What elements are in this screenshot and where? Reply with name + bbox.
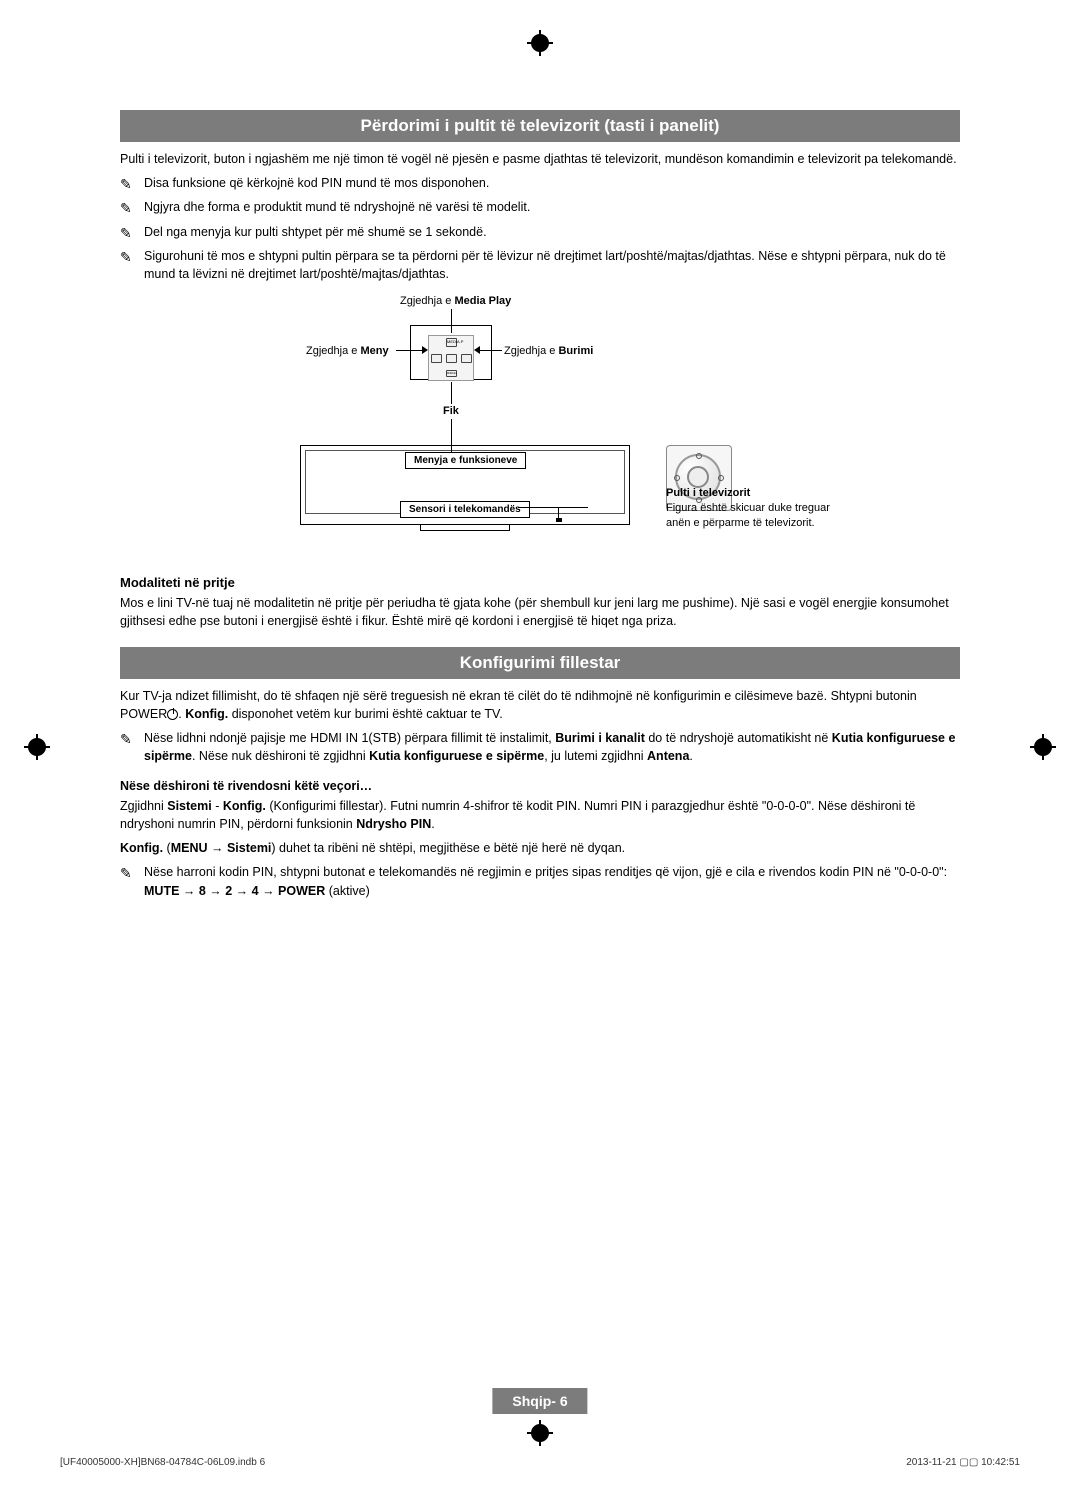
standby-text: Mos e lini TV-në tuaj në modalitetin në … [120,594,960,630]
power-icon [167,709,178,720]
note-text: Disa funksione që kërkojnë kod PIN mund … [144,174,489,194]
crop-mark-right [1030,734,1056,760]
note-item: ✎ Sigurohuni të mos e shtypni pultin për… [120,247,960,283]
label-burimi: Zgjedhja e Burimi [504,345,593,357]
sensor-dot [556,518,562,522]
section-header-setup: Konfigurimi fillestar [120,647,960,679]
note-text: Del nga menyja kur pulti shtypet për më … [144,223,487,243]
joy-right [461,354,472,363]
note-text: Ngjyra dhe forma e produktit mund të ndr… [144,198,530,218]
note-item: ✎ Disa funksione që kërkojnë kod PIN mun… [120,174,960,194]
controller-diagram: Zgjedhja e Media Play Zgjedhja e Meny Zg… [270,295,810,555]
note-icon: ✎ [120,174,138,194]
label-media-play: Zgjedhja e Media Play [400,295,511,307]
joystick-pad: MEDIA.P Rikthim [428,335,474,381]
standby-heading: Modaliteti në pritje [120,575,960,590]
note-icon: ✎ [120,247,138,283]
label-sensori: Sensori i telekomandës [400,501,530,518]
reset-p1: Zgjidhni Sistemi - Konfig. (Konfigurimi … [120,797,960,833]
page-content: Përdorimi i pultit të televizorit (tasti… [120,110,960,910]
note-icon: ✎ [120,729,138,765]
reset-p2: Konfig. (MENU → Sistemi) duhet ta ribëni… [120,839,960,857]
intro-text: Pulti i televizorit, buton i ngjashëm me… [120,150,960,168]
notes-list-1: ✎ Disa funksione që kërkojnë kod PIN mun… [120,174,960,283]
crop-mark-left [24,734,50,760]
connector-line [451,382,452,404]
page-number-badge: Shqip- 6 [492,1388,587,1414]
note-text: Nëse harroni kodin PIN, shtypni butonat … [144,863,960,899]
print-timestamp: 2013-11-21 ▢▢ 10:42:51 [906,1457,1020,1468]
joy-left [431,354,442,363]
crop-mark-bottom [527,1420,553,1446]
note-item: ✎ Del nga menyja kur pulti shtypet për m… [120,223,960,243]
file-path: [UF40005000-XH]BN68-04784C-06L09.indb 6 [60,1457,265,1468]
note-item: ✎ Nëse harroni kodin PIN, shtypni butona… [120,863,960,899]
notes-list-3: ✎ Nëse harroni kodin PIN, shtypni butona… [120,863,960,899]
note-item: ✎ Nëse lidhni ndonjë pajisje me HDMI IN … [120,729,960,765]
joy-center [446,354,457,363]
section-header-usage: Përdorimi i pultit të televizorit (tasti… [120,110,960,142]
note-text: Sigurohuni të mos e shtypni pultin përpa… [144,247,960,283]
note-text: Nëse lidhni ndonjë pajisje me HDMI IN 1(… [144,729,960,765]
joy-up: MEDIA.P [446,338,457,347]
note-icon: ✎ [120,198,138,218]
label-menyja: Menyja e funksioneve [405,452,526,469]
label-fik: Fik [443,405,459,417]
tv-stand [420,525,510,531]
joy-down: Rikthim [446,370,457,377]
note-icon: ✎ [120,863,138,899]
reset-heading: Nëse dëshironi të rivendosni këtë veçori… [120,779,960,793]
connector-line [451,419,452,452]
connector-line [518,507,558,508]
label-meny: Zgjedhja e Meny [306,345,389,357]
setup-p1: Kur TV-ja ndizet fillimisht, do të shfaq… [120,687,960,723]
notes-list-2: ✎ Nëse lidhni ndonjë pajisje me HDMI IN … [120,729,960,765]
diagram-caption: Figura është skicuar duke treguar anën e… [666,501,856,530]
note-item: ✎ Ngjyra dhe forma e produktit mund të n… [120,198,960,218]
crop-mark-top [527,30,553,56]
label-pulti: Pulti i televizorit [666,487,750,499]
connector-line [558,507,588,508]
note-icon: ✎ [120,223,138,243]
